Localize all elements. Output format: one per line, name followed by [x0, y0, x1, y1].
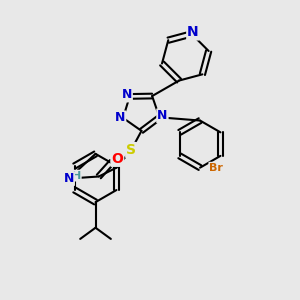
Text: N: N	[122, 88, 132, 101]
Text: N: N	[157, 109, 168, 122]
Text: H: H	[71, 171, 81, 181]
Text: N: N	[64, 172, 74, 185]
Text: N: N	[115, 112, 125, 124]
Text: S: S	[126, 143, 136, 157]
Text: Br: Br	[209, 163, 223, 173]
Text: N: N	[187, 26, 199, 40]
Text: O: O	[111, 152, 123, 166]
